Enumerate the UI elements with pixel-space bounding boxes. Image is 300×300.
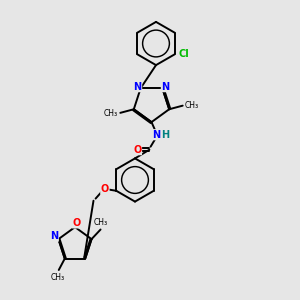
- Text: CH₃: CH₃: [94, 218, 108, 227]
- Text: N: N: [134, 82, 142, 92]
- Text: CH₃: CH₃: [104, 109, 118, 118]
- Text: CH₃: CH₃: [51, 273, 65, 282]
- Text: O: O: [72, 218, 81, 228]
- Text: CH₃: CH₃: [185, 100, 199, 109]
- Text: Cl: Cl: [179, 49, 190, 59]
- Text: O: O: [101, 184, 109, 194]
- Text: N: N: [152, 130, 160, 140]
- Text: H: H: [161, 130, 169, 140]
- Text: O: O: [133, 145, 142, 155]
- Text: N: N: [161, 82, 169, 92]
- Text: N: N: [50, 231, 58, 241]
